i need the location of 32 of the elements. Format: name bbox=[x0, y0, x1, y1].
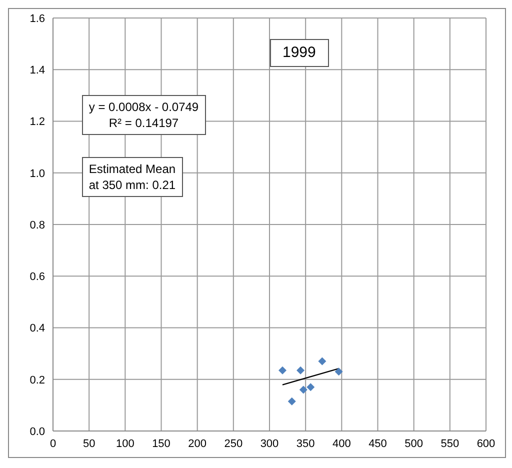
x-tick-label: 500 bbox=[404, 438, 424, 450]
y-tick-label: 1.4 bbox=[30, 64, 45, 77]
x-tick-label: 250 bbox=[224, 438, 243, 450]
x-tick-label: 150 bbox=[152, 438, 170, 450]
y-tick-label: 1.0 bbox=[30, 168, 45, 180]
point bbox=[299, 386, 308, 394]
x-tick-label: 600 bbox=[476, 438, 496, 450]
point bbox=[278, 366, 286, 374]
y-tick-label: 1.6 bbox=[30, 12, 45, 25]
point bbox=[306, 383, 315, 392]
x-tick-label: 200 bbox=[188, 438, 207, 450]
x-tick-label: 400 bbox=[332, 438, 351, 450]
x-tick-label: 300 bbox=[260, 438, 279, 450]
x-tick-label: 450 bbox=[368, 438, 387, 450]
annotation: Estimated Mean at 350 mm: 0.21 bbox=[82, 157, 183, 198]
y-tick-label: 1.2 bbox=[30, 116, 45, 128]
point bbox=[296, 366, 305, 374]
point bbox=[318, 357, 326, 366]
y-tick-label: 0.4 bbox=[30, 322, 45, 335]
x-tick-label: 350 bbox=[296, 438, 315, 450]
point bbox=[334, 368, 343, 376]
text: 1999 bbox=[270, 38, 329, 67]
x-tick-label: 100 bbox=[116, 438, 134, 450]
point bbox=[288, 397, 296, 406]
x-tick-label: 50 bbox=[82, 438, 96, 450]
annotation: y = 0.0008x - 0.0749 R² = 0.14197 bbox=[82, 95, 206, 136]
y-tick-label: 0.2 bbox=[30, 374, 45, 386]
x-tick-label: 0 bbox=[50, 438, 56, 450]
y-tick-label: 0.6 bbox=[30, 271, 45, 284]
y-tick-label: 0.8 bbox=[30, 219, 45, 232]
x-tick-label: 550 bbox=[440, 438, 460, 450]
y-tick-label: 0.0 bbox=[30, 426, 45, 438]
